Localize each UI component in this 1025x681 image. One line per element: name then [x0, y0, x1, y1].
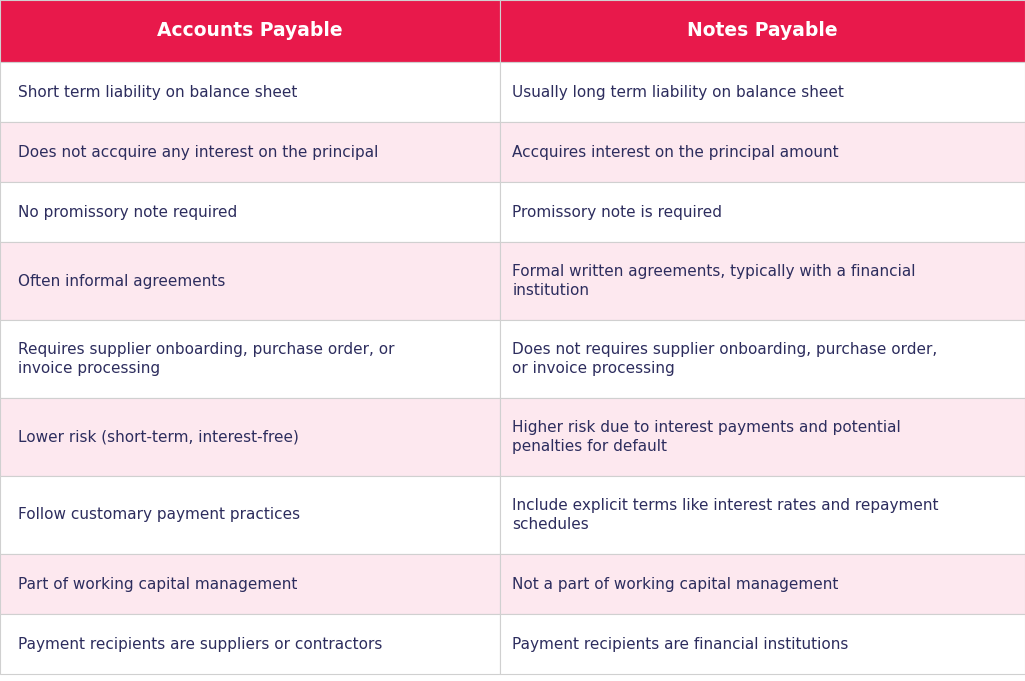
Text: Notes Payable: Notes Payable [688, 22, 837, 40]
Bar [0, 182, 500, 242]
Text: Payment recipients are financial institutions: Payment recipients are financial institu… [512, 637, 849, 652]
Bar [0, 476, 500, 554]
Bar [0, 614, 500, 674]
Text: Does not accquire any interest on the principal: Does not accquire any interest on the pr… [18, 144, 379, 159]
Text: Often informal agreements: Often informal agreements [18, 274, 226, 289]
Text: Accounts Payable: Accounts Payable [157, 22, 343, 40]
Bar [500, 554, 1025, 614]
Text: Promissory note is required: Promissory note is required [512, 204, 723, 219]
Bar [500, 182, 1025, 242]
Bar [0, 398, 500, 476]
Text: Short term liability on balance sheet: Short term liability on balance sheet [18, 84, 298, 99]
Text: Usually long term liability on balance sheet: Usually long term liability on balance s… [512, 84, 845, 99]
Bar [500, 320, 1025, 398]
Bar [500, 398, 1025, 476]
Bar [0, 320, 500, 398]
Text: Higher risk due to interest payments and potential
penalties for default: Higher risk due to interest payments and… [512, 419, 901, 454]
Text: Lower risk (short-term, interest-free): Lower risk (short-term, interest-free) [18, 430, 299, 445]
Text: Accquires interest on the principal amount: Accquires interest on the principal amou… [512, 144, 839, 159]
Bar [500, 614, 1025, 674]
Bar [0, 554, 500, 614]
Text: Not a part of working capital management: Not a part of working capital management [512, 577, 838, 592]
Text: No promissory note required: No promissory note required [18, 204, 238, 219]
Bar [500, 62, 1025, 122]
Text: Part of working capital management: Part of working capital management [18, 577, 298, 592]
Text: Payment recipients are suppliers or contractors: Payment recipients are suppliers or cont… [18, 637, 382, 652]
Text: Follow customary payment practices: Follow customary payment practices [18, 507, 300, 522]
Text: Requires supplier onboarding, purchase order, or
invoice processing: Requires supplier onboarding, purchase o… [18, 342, 395, 377]
Text: Include explicit terms like interest rates and repayment
schedules: Include explicit terms like interest rat… [512, 498, 939, 533]
Bar [0, 122, 500, 182]
Bar [0, 62, 500, 122]
Bar [500, 242, 1025, 320]
Text: Does not requires supplier onboarding, purchase order,
or invoice processing: Does not requires supplier onboarding, p… [512, 342, 938, 377]
Text: Formal written agreements, typically with a financial
institution: Formal written agreements, typically wit… [512, 264, 916, 298]
Bar [500, 122, 1025, 182]
Bar [0, 0, 500, 62]
Bar [500, 476, 1025, 554]
Bar [0, 242, 500, 320]
Bar [500, 0, 1025, 62]
